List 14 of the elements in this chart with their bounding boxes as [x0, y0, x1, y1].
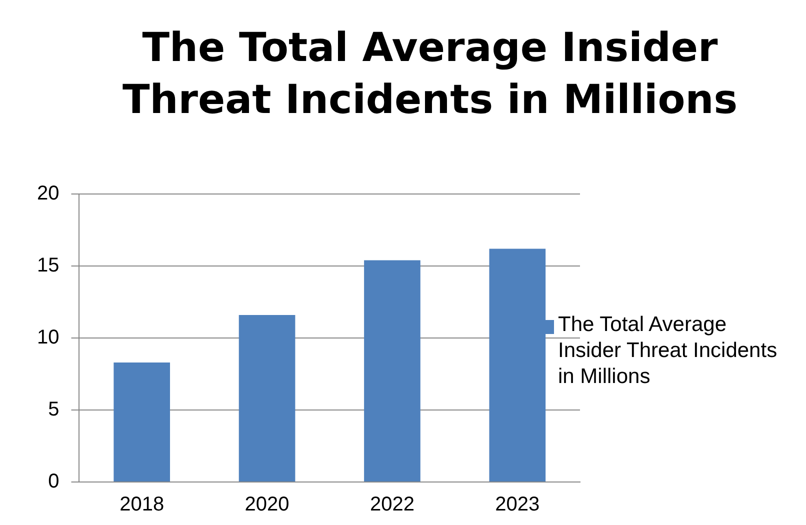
y-tick-label: 5 — [48, 398, 60, 421]
legend-label: The Total Average Insider Threat Incidents in Millions — [558, 312, 778, 390]
bar — [238, 314, 296, 482]
x-tick-label: 2023 — [495, 494, 540, 516]
chart-title: The Total Average Insider Threat Incidents in Millions — [121, 24, 739, 125]
x-tick-label: 2018 — [120, 494, 164, 516]
y-tick-label: 0 — [48, 470, 60, 493]
y-tick-label: 20 — [36, 182, 60, 205]
x-tick-label: 2022 — [370, 494, 414, 516]
y-tick-label: 10 — [36, 326, 60, 349]
x-tick-label: 2020 — [244, 494, 290, 516]
y-tick-label: 15 — [36, 254, 60, 277]
bar — [364, 260, 420, 482]
bar — [114, 362, 170, 482]
